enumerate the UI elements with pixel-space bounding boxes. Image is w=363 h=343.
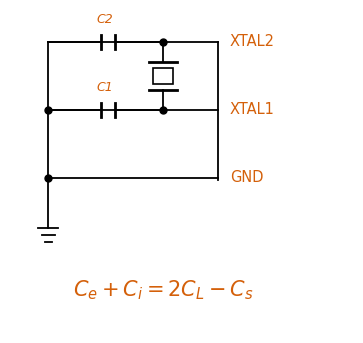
Text: $C_e + C_i = 2C_L - C_s$: $C_e + C_i = 2C_L - C_s$ xyxy=(73,278,254,302)
Point xyxy=(160,39,166,45)
Bar xyxy=(153,68,173,84)
Point xyxy=(45,107,51,113)
Text: C1: C1 xyxy=(97,81,113,94)
Text: XTAL1: XTAL1 xyxy=(230,103,275,118)
Point xyxy=(45,175,51,181)
Text: GND: GND xyxy=(230,170,264,186)
Text: XTAL2: XTAL2 xyxy=(230,35,275,49)
Point xyxy=(160,107,166,113)
Text: C2: C2 xyxy=(97,13,113,26)
